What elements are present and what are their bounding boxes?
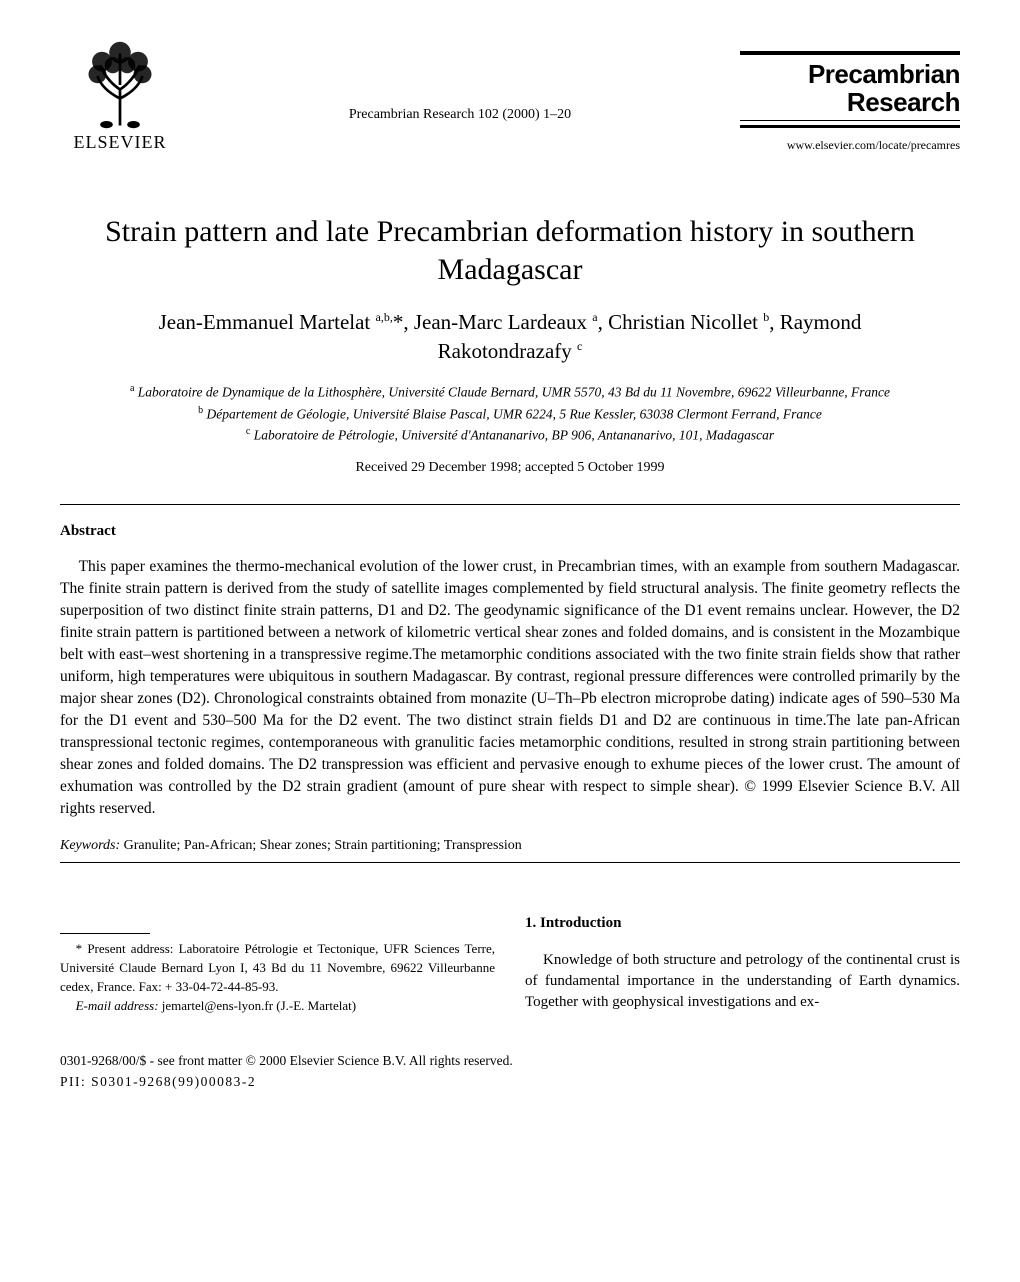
journal-title-box: Precambrian Research xyxy=(740,51,960,128)
email-value: jemartel@ens-lyon.fr (J.-E. Martelat) xyxy=(162,998,356,1013)
email-label: E-mail address: xyxy=(76,998,159,1013)
journal-logo-block: Precambrian Research www.elsevier.com/lo… xyxy=(740,51,960,153)
rule-top xyxy=(60,504,960,505)
keywords-line: Keywords: Granulite; Pan-African; Shear … xyxy=(60,838,960,854)
abstract-body: This paper examines the thermo-mechanica… xyxy=(60,556,960,820)
authors: Jean-Emmanuel Martelat a,b,*, Jean-Marc … xyxy=(100,308,920,367)
affiliations: a Laboratoire de Dynamique de la Lithosp… xyxy=(90,381,930,446)
page-header: ELSEVIER Precambrian Research 102 (2000)… xyxy=(60,40,960,153)
abstract-heading: Abstract xyxy=(60,523,960,540)
publisher-name: ELSEVIER xyxy=(74,132,167,153)
journal-logo-line2: Research xyxy=(740,89,960,116)
journal-logo-line1: Precambrian xyxy=(740,61,960,88)
rule-bottom xyxy=(60,862,960,863)
left-column: * Present address: Laboratoire Pétrologi… xyxy=(60,913,495,1015)
corresponding-email: E-mail address: jemartel@ens-lyon.fr (J.… xyxy=(60,997,495,1016)
affiliation-b: b Département de Géologie, Université Bl… xyxy=(90,403,930,425)
received-dates: Received 29 December 1998; accepted 5 Oc… xyxy=(60,460,960,476)
keywords-text: Granulite; Pan-African; Shear zones; Str… xyxy=(124,838,522,853)
affiliation-a: a Laboratoire de Dynamique de la Lithosp… xyxy=(90,381,930,403)
pii-line: PII: S0301-9268(99)00083-2 xyxy=(60,1072,960,1092)
right-column: 1. Introduction Knowledge of both struct… xyxy=(525,913,960,1015)
elsevier-tree-icon xyxy=(75,40,165,130)
publisher-logo-block: ELSEVIER xyxy=(60,40,180,153)
body-columns: * Present address: Laboratoire Pétrologi… xyxy=(60,913,960,1015)
journal-url: www.elsevier.com/locate/precamres xyxy=(740,138,960,153)
journal-reference: Precambrian Research 102 (2000) 1–20 xyxy=(180,107,740,153)
introduction-heading: 1. Introduction xyxy=(525,913,960,934)
keywords-label: Keywords: xyxy=(60,838,120,853)
copyright-line: 0301-9268/00/$ - see front matter © 2000… xyxy=(60,1051,960,1071)
affiliation-c: c Laboratoire de Pétrologie, Université … xyxy=(90,424,930,446)
footnote-separator xyxy=(60,933,150,934)
corresponding-address: * Present address: Laboratoire Pétrologi… xyxy=(60,940,495,997)
article-title: Strain pattern and late Precambrian defo… xyxy=(80,213,940,288)
introduction-text: Knowledge of both structure and petrolog… xyxy=(525,950,960,1013)
page-footer: 0301-9268/00/$ - see front matter © 2000… xyxy=(60,1051,960,1092)
